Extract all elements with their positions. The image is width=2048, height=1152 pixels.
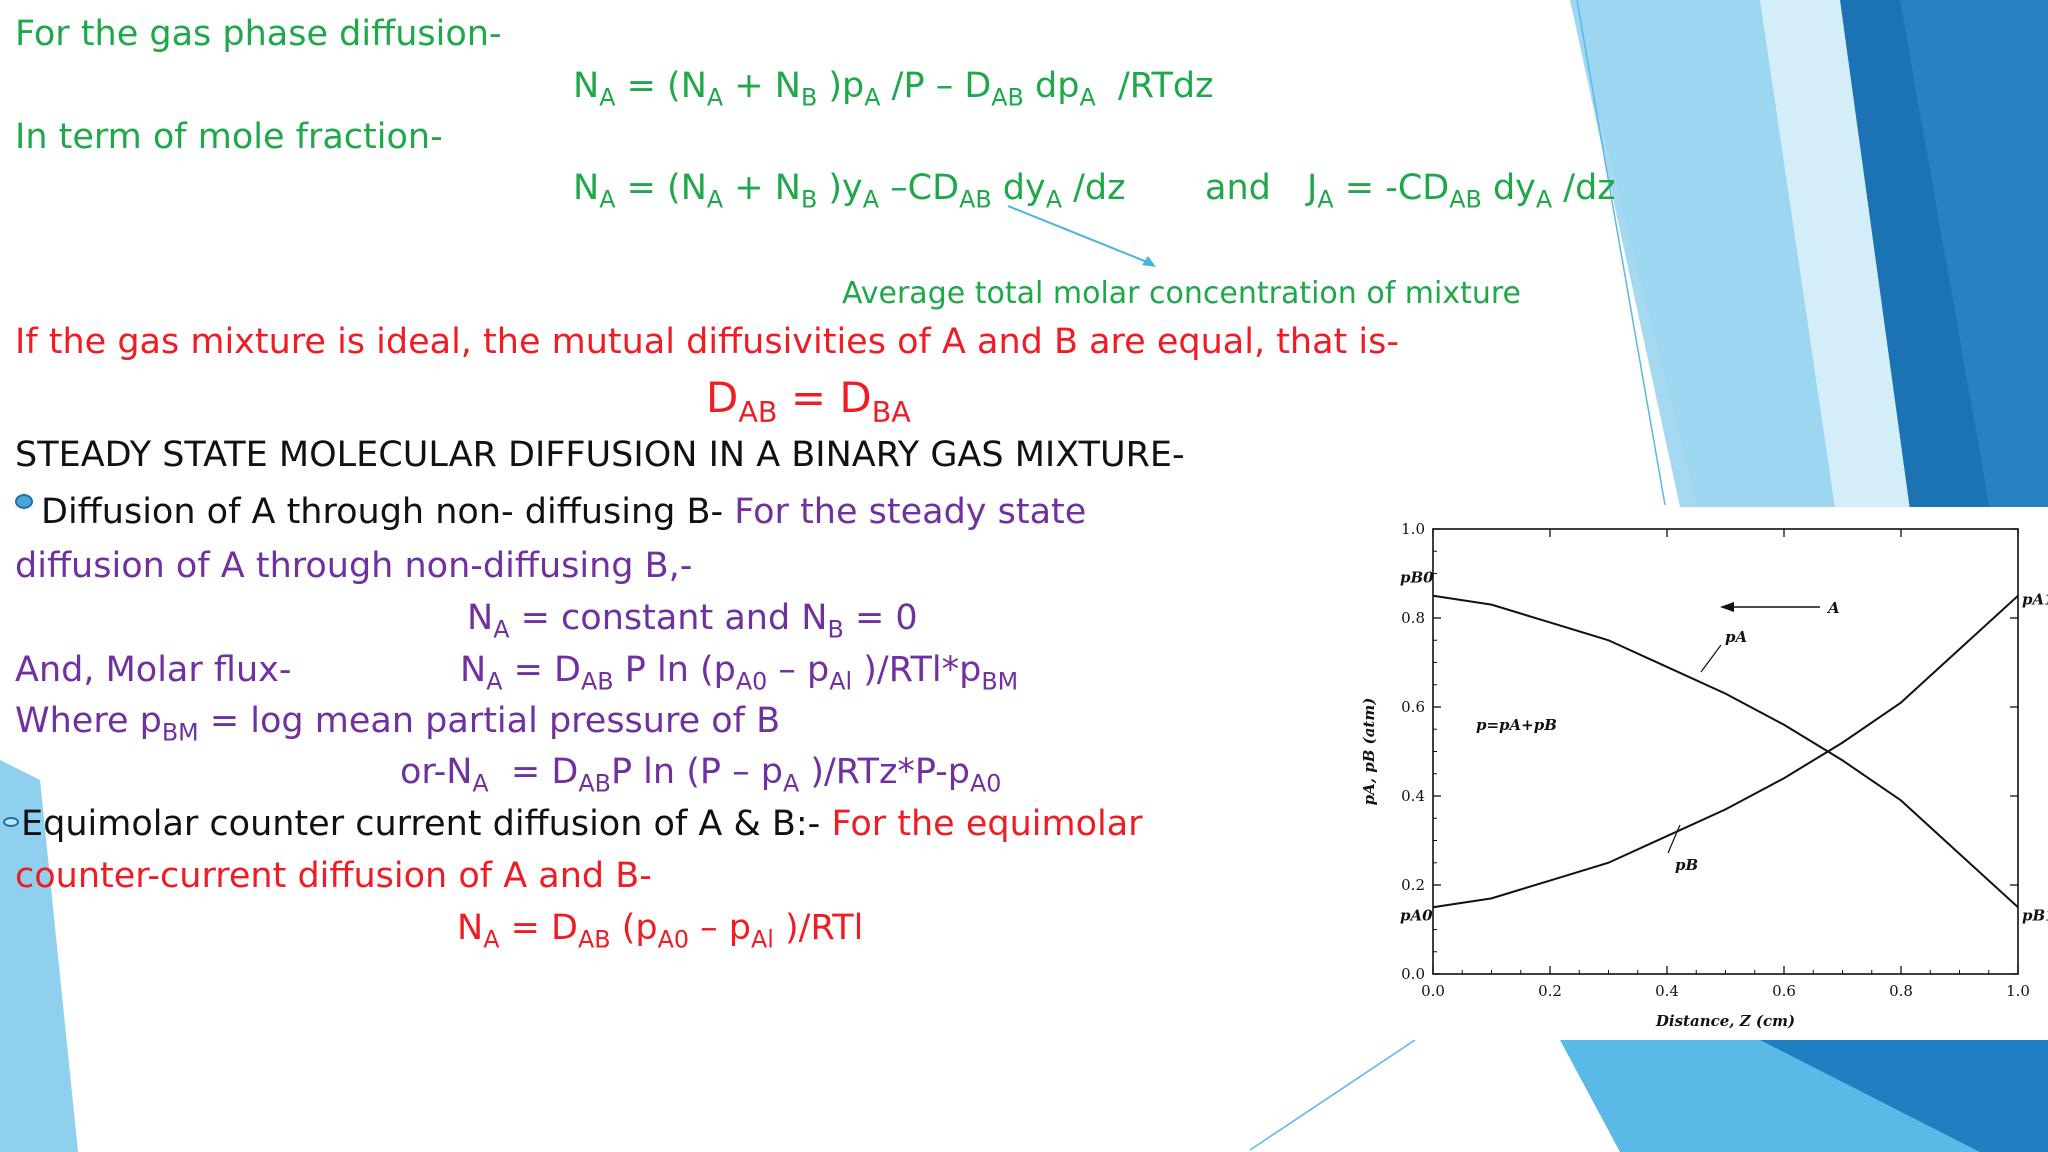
alternate-flux-equation: or-NA = DABP ln (P – pA )/RTz*P-pA0 (400, 752, 1002, 798)
pB-pointer (1667, 824, 1681, 854)
avg-concentration-note: Average total molar concentration of mix… (842, 276, 1522, 311)
x-tick-label: 0.4 (1655, 982, 1679, 1000)
constant-flux-condition: NA = constant and NB = 0 (467, 598, 918, 644)
series-line-pA (1432, 594, 2019, 908)
x-tick-label: 0.6 (1772, 982, 1796, 1000)
flow-arrow-head (1720, 602, 1734, 612)
gas-phase-heading: For the gas phase diffusion- (15, 14, 502, 54)
mole-fraction-flux-equation: NA = (NA + NB )yA –CDAB dyA /dz (573, 168, 1126, 214)
bullet-1: Diffusion of A through non- diffusing B-… (15, 490, 1086, 534)
pA-pointer (1700, 644, 1722, 673)
pA0-label: pA0 (1400, 907, 1433, 925)
bullet-icon (3, 817, 19, 827)
bullet-2: Equimolar counter current diffusion of A… (3, 802, 1143, 846)
flow-direction-label: A (1826, 599, 1840, 617)
molar-flux-label: And, Molar flux- (15, 650, 292, 690)
y-tick-label: 0.2 (1401, 876, 1425, 894)
series-line-pB (1432, 595, 2019, 909)
diffusion-flux-equation: JA = -CDAB dyA /dz (1307, 168, 1616, 214)
bullet-2-continuation: counter-current diffusion of A and B- (15, 856, 652, 896)
chart-svg: 0.0 0.2 0.4 0.6 0.8 1.0 0.0 0.2 0.4 0.6 0.8 1.0 Dist… (1360, 520, 2048, 1030)
partial-pressure-chart: 0.0 0.2 0.4 0.6 0.8 1.0 0.0 0.2 0.4 0.6 0.8 1.0 Dist… (1350, 507, 2048, 1040)
total-pressure-label: p=pA+pB (1476, 716, 1557, 734)
pB-curve-label: pB (1675, 856, 1698, 874)
and-connector: and (1205, 168, 1271, 208)
y-axis-label: pA, pB (atm) (1360, 698, 1378, 806)
diffusivity-equality: DAB = DBA (706, 373, 911, 429)
pA1-label: pA1 (2022, 591, 2048, 609)
mole-fraction-heading: In term of mole fraction- (15, 117, 443, 157)
annotation-arrow (1007, 205, 1156, 267)
x-tick-label: 0.2 (1538, 982, 1562, 1000)
pB1-label: pB1 (2022, 907, 2048, 925)
molar-flux-equation: NA = DAB P ln (pA0 – pAl )/RTl*pBM (460, 650, 1019, 696)
equimolar-flux-equation: NA = DAB (pA0 – pAl )/RTl (457, 908, 864, 954)
section-title: STEADY STATE MOLECULAR DIFFUSION IN A BI… (15, 435, 1185, 475)
y-tick-label: 0.4 (1401, 787, 1425, 805)
ideal-gas-statement: If the gas mixture is ideal, the mutual … (15, 322, 1399, 362)
gas-phase-flux-equation: NA = (NA + NB )pA /P – DAB dpA /RTdz (573, 66, 1214, 112)
x-axis-label: Distance, Z (cm) (1655, 1012, 1795, 1030)
y-tick-label: 0.0 (1401, 965, 1425, 983)
bullet-1-continuation: diffusion of A through non-diffusing B,- (15, 546, 693, 586)
x-tick-label: 1.0 (2006, 982, 2030, 1000)
log-mean-definition: Where pBM = log mean partial pressure of… (15, 701, 781, 747)
bullet-icon (15, 494, 33, 509)
y-tick-label: 0.8 (1401, 609, 1425, 627)
pB0-label: pB0 (1400, 568, 1434, 586)
pA-curve-label: pA (1725, 628, 1747, 646)
x-tick-label: 0.8 (1889, 982, 1913, 1000)
y-tick-label: 1.0 (1401, 520, 1425, 538)
y-tick-label: 0.6 (1401, 698, 1425, 716)
x-tick-label: 0.0 (1421, 982, 1445, 1000)
